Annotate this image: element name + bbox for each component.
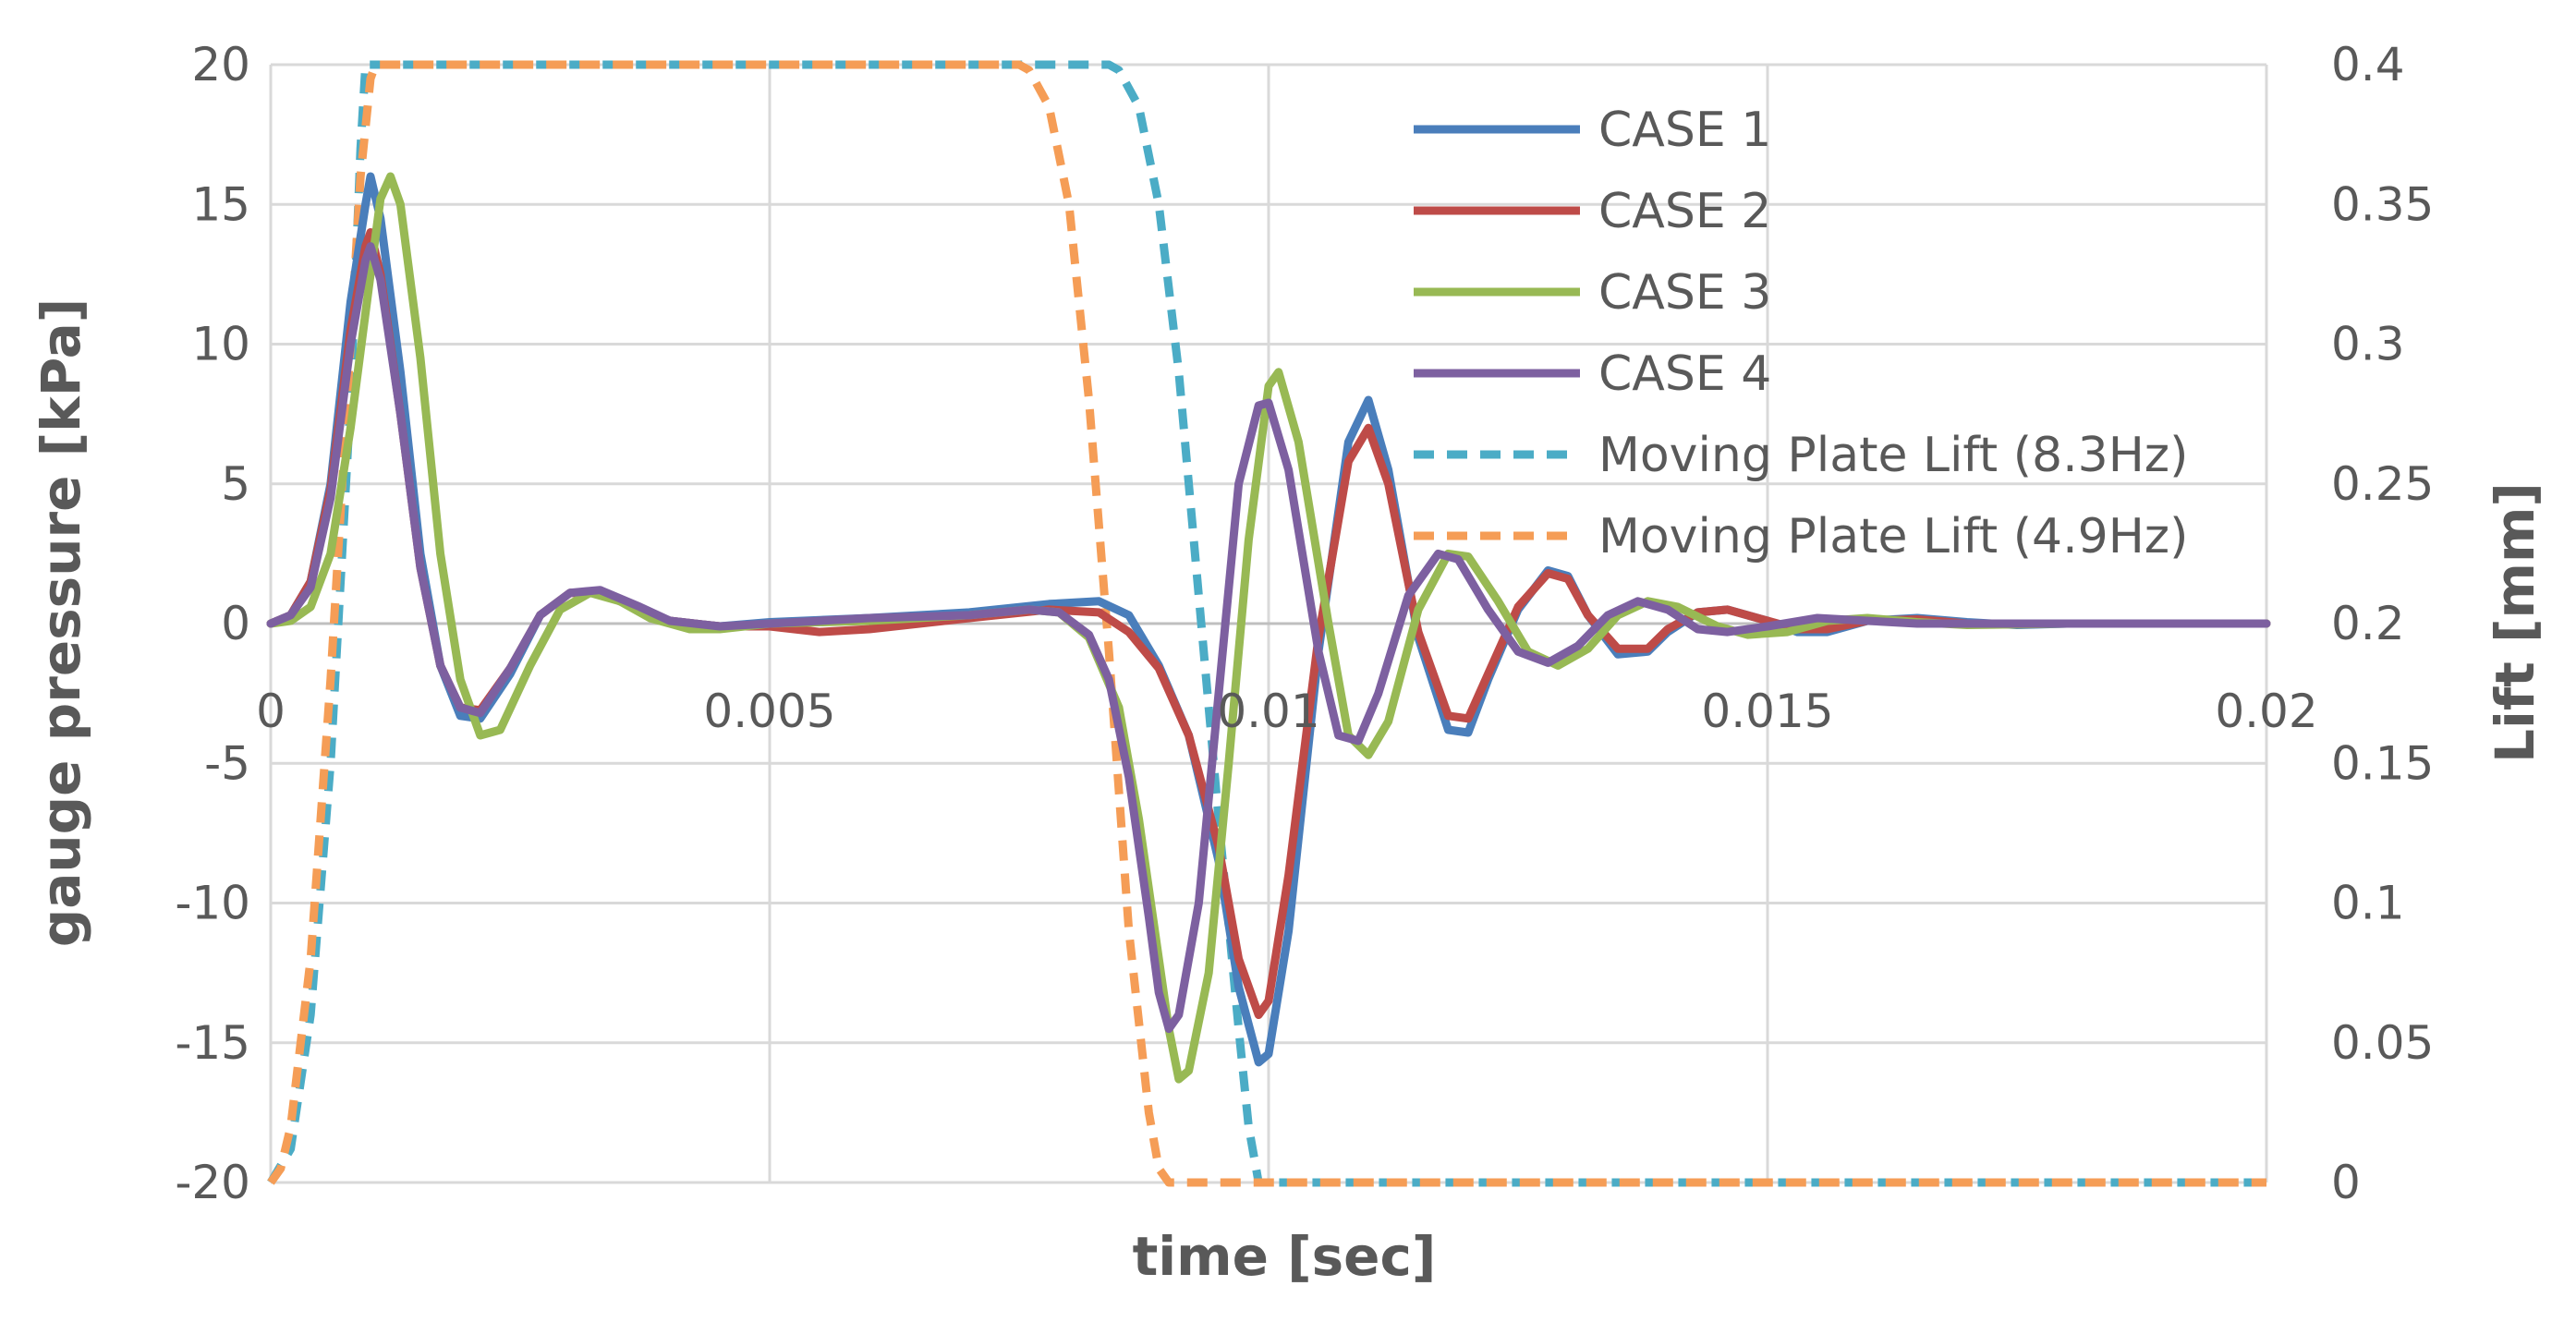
y2-axis-title: Lift [mm] xyxy=(2484,482,2546,763)
tick-labels: 20151050-5-10-15-200.40.350.30.250.20.15… xyxy=(175,38,2434,1209)
series-line-4 xyxy=(266,242,2271,1034)
x-tick-label: 0.01 xyxy=(1217,685,1319,738)
y-tick-label: -15 xyxy=(175,1016,250,1070)
y-tick-label: 0 xyxy=(221,597,250,650)
series-layer xyxy=(266,60,2271,1187)
y-tick-label: -5 xyxy=(204,736,250,790)
legend-item: Moving Plate Lift (8.3Hz) xyxy=(1414,428,2188,483)
x-tick-label: 0.015 xyxy=(1701,685,1833,738)
x-axis-title: time [sec] xyxy=(1133,1225,1437,1288)
y-tick-label: 20 xyxy=(191,38,250,91)
y2-tick-label: 0.25 xyxy=(2331,457,2434,511)
y2-tick-label: 0.3 xyxy=(2331,318,2405,371)
y-tick-label: -10 xyxy=(175,877,250,930)
x-tick-label: 0 xyxy=(256,685,286,738)
legend-item: CASE 2 xyxy=(1414,184,1771,239)
series-line-6 xyxy=(267,60,2266,1187)
y2-tick-label: 0.35 xyxy=(2331,177,2434,231)
legend-item: CASE 4 xyxy=(1414,346,1771,402)
y2-tick-label: 0 xyxy=(2331,1156,2361,1209)
y2-tick-label: 0.15 xyxy=(2331,736,2434,790)
y-tick-label: 15 xyxy=(191,177,250,231)
y-tick-label: -20 xyxy=(175,1156,250,1209)
y-tick-label: 5 xyxy=(221,457,250,511)
legend-label: Moving Plate Lift (4.9Hz) xyxy=(1598,509,2188,564)
x-tick-label: 0.005 xyxy=(703,685,835,738)
legend-item: CASE 1 xyxy=(1414,103,1771,158)
legend-label: CASE 1 xyxy=(1598,103,1771,158)
legend: CASE 1 CASE 2 CASE 3 CASE 4 Moving Plate Lif… xyxy=(1414,103,2188,564)
y2-tick-label: 0.1 xyxy=(2331,877,2405,930)
legend-item: CASE 3 xyxy=(1414,265,1771,321)
legend-label: CASE 2 xyxy=(1598,184,1771,239)
legend-item: Moving Plate Lift (4.9Hz) xyxy=(1414,509,2188,564)
legend-label: CASE 3 xyxy=(1598,265,1771,321)
y2-tick-label: 0.2 xyxy=(2331,597,2405,650)
x-tick-label: 0.02 xyxy=(2215,685,2317,738)
y2-tick-label: 0.4 xyxy=(2331,38,2405,91)
legend-label: Moving Plate Lift (8.3Hz) xyxy=(1598,428,2188,483)
series-line-5 xyxy=(267,60,2266,1187)
y2-tick-label: 0.05 xyxy=(2331,1016,2434,1070)
y-axis-title: gauge pressure [kPa] xyxy=(30,298,92,948)
legend-label: CASE 4 xyxy=(1598,346,1771,402)
y-tick-label: 10 xyxy=(191,318,250,371)
